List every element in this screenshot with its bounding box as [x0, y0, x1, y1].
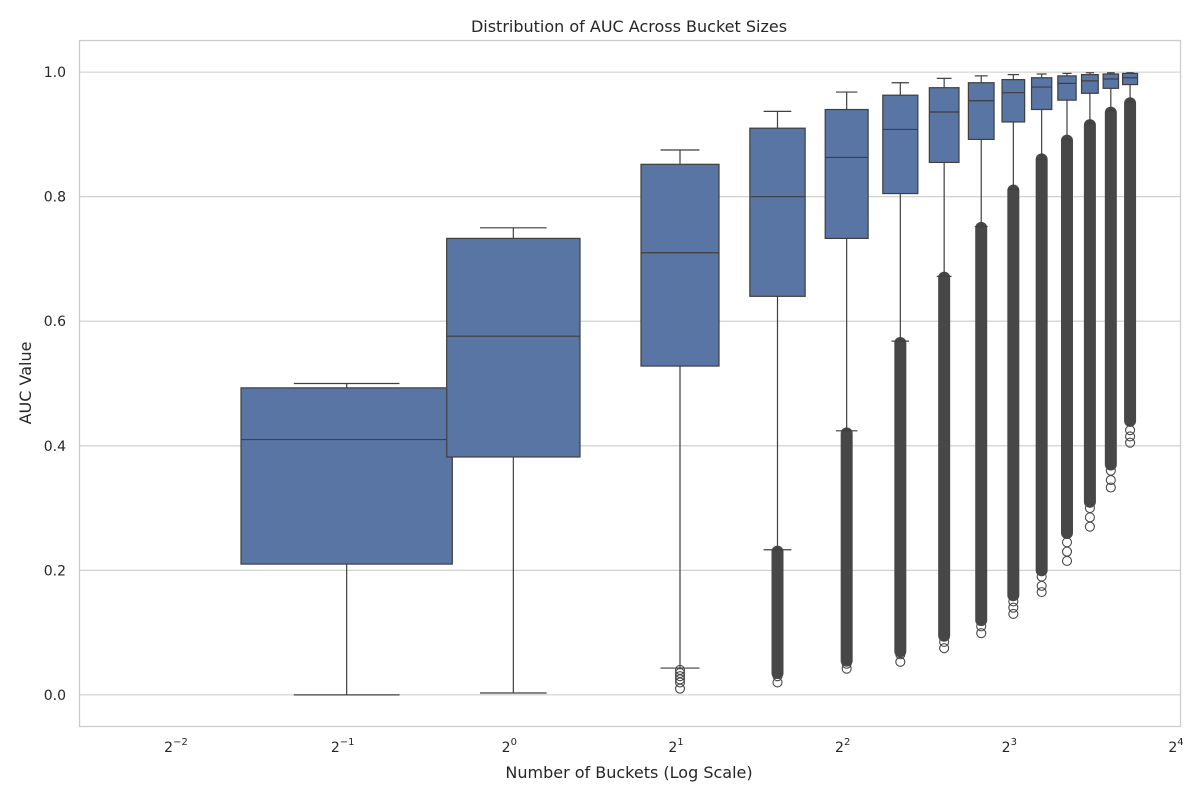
outlier-point	[841, 658, 852, 669]
y-tick-label: 0.8	[44, 190, 66, 206]
box-group	[749, 110, 806, 551]
outlier-point	[1125, 431, 1136, 442]
outlier-point	[1105, 465, 1116, 476]
x-tick-label: 2−2	[164, 737, 188, 756]
iqr-box	[928, 87, 960, 164]
box-group	[967, 75, 995, 228]
outlier-point	[939, 643, 950, 654]
outlier-point	[1036, 580, 1047, 591]
outlier-point	[1061, 537, 1073, 548]
plot-frame	[78, 39, 1182, 728]
outlier-point	[1125, 437, 1136, 448]
outlier-point	[1008, 602, 1019, 613]
y-tick-label: 1.0	[44, 65, 66, 81]
iqr-box	[1030, 77, 1053, 111]
iqr-box	[824, 108, 869, 240]
box-group	[824, 91, 869, 432]
box-group	[882, 82, 919, 342]
outlier-point	[1084, 512, 1095, 523]
boxes	[240, 72, 1139, 696]
iqr-box	[1001, 79, 1026, 123]
iqr-box	[1102, 73, 1120, 89]
x-tick-label: 24	[1168, 737, 1183, 756]
box-group	[928, 77, 960, 277]
outlier-point	[841, 663, 852, 674]
iqr-box	[882, 94, 919, 195]
outlier-point	[1036, 587, 1047, 598]
iqr-box	[446, 237, 581, 458]
outliers	[674, 97, 1137, 694]
outlier-point	[1125, 425, 1136, 436]
box-group	[640, 149, 720, 669]
outlier-point	[976, 621, 987, 632]
box-group	[1001, 74, 1026, 190]
outlier-point	[1084, 502, 1095, 514]
iqr-box	[1080, 74, 1099, 94]
iqr-box	[640, 163, 720, 367]
y-axis-ticks: 0.0 0.2 0.4 0.6 0.8 1.0	[44, 65, 66, 704]
x-tick-label: 21	[668, 737, 683, 756]
outlier-point	[772, 677, 783, 688]
outlier-point	[674, 671, 686, 682]
chart-title: Distribution of AUC Across Bucket Sizes	[471, 17, 787, 36]
box-group	[1102, 72, 1120, 112]
outlier-point	[1061, 555, 1073, 567]
x-tick-label: 22	[835, 737, 850, 756]
box-group	[1057, 72, 1077, 140]
iqr-box	[1121, 72, 1139, 86]
y-tick-label: 0.6	[44, 314, 66, 330]
outlier-point	[939, 636, 950, 647]
outlier-point	[895, 656, 906, 667]
outlier-point	[1084, 521, 1095, 532]
x-tick-label: 20	[502, 737, 517, 756]
iqr-box	[749, 127, 806, 297]
x-axis-label: Number of Buckets (Log Scale)	[505, 763, 752, 782]
outlier-point	[976, 628, 987, 639]
iqr-box	[1057, 75, 1077, 101]
y-tick-label: 0.4	[44, 439, 66, 455]
x-tick-label: 2−1	[331, 737, 355, 756]
box-group	[1030, 73, 1053, 160]
outlier-point	[1008, 608, 1019, 619]
box-group	[1121, 72, 1139, 103]
box-group	[446, 227, 581, 694]
outlier-point	[1061, 546, 1073, 557]
outlier-point	[1008, 596, 1019, 607]
iqr-box	[240, 387, 453, 565]
y-tick-label: 0.2	[44, 563, 66, 579]
x-axis-ticks: 2−2 2−1 20 21 22 23 24	[164, 737, 1183, 756]
x-tick-label: 23	[1002, 737, 1017, 756]
y-axis-label: AUC Value	[16, 342, 35, 425]
outlier-point	[772, 671, 783, 682]
outlier-point	[1036, 571, 1047, 582]
iqr-box	[967, 82, 995, 140]
outlier-point	[895, 649, 906, 660]
box-group	[1080, 72, 1099, 124]
box-group	[240, 382, 453, 696]
y-tick-label: 0.0	[44, 688, 66, 704]
outlier-point	[1105, 482, 1116, 493]
